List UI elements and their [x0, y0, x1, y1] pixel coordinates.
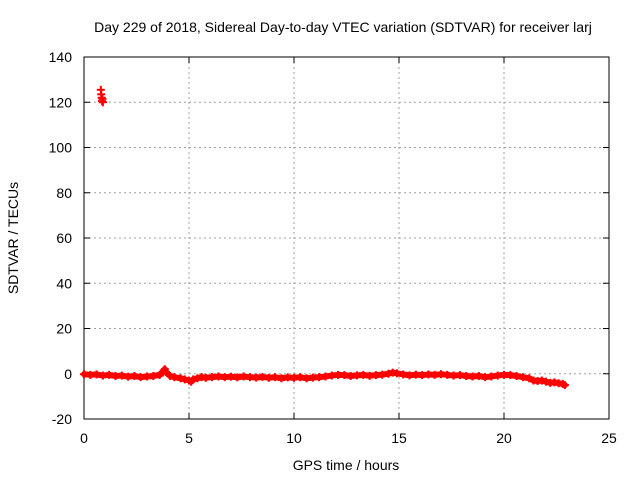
y-tick-label: 0: [64, 366, 72, 382]
x-tick-label: 15: [391, 430, 407, 446]
y-tick-label: 40: [56, 275, 72, 291]
y-tick-label: 140: [49, 49, 73, 65]
chart-title: Day 229 of 2018, Sidereal Day-to-day VTE…: [94, 19, 592, 35]
y-tick-label: 80: [56, 185, 72, 201]
data-point: [98, 98, 107, 107]
data-points: [80, 85, 569, 390]
y-axis-label: SDTVAR / TECUs: [5, 182, 21, 294]
y-tick-label: 120: [49, 94, 73, 110]
x-tick-label: 10: [286, 430, 302, 446]
y-tick-label: 60: [56, 230, 72, 246]
data-trace-segment: [559, 380, 568, 389]
y-tick-label: -20: [52, 411, 72, 427]
y-tick-label: 100: [49, 140, 73, 156]
axis-ticks: 0 5 10 15 20 25 -20 0 20 40 60 80 100 120 140: [49, 49, 617, 446]
y-tick-label: 20: [56, 321, 72, 337]
x-tick-label: 25: [601, 430, 617, 446]
x-tick-label: 0: [80, 430, 88, 446]
x-axis-label: GPS time / hours: [293, 457, 400, 473]
x-tick-label: 5: [185, 430, 193, 446]
grid-lines: [84, 57, 609, 419]
x-tick-label: 20: [496, 430, 512, 446]
